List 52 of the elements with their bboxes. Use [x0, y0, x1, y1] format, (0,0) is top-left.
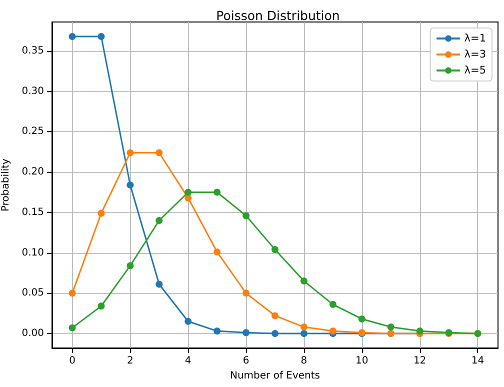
y-tick-label: 0.25 [22, 126, 44, 138]
x-tick-label: 6 [242, 356, 250, 366]
point [272, 246, 278, 254]
point [156, 217, 163, 224]
point [98, 302, 105, 310]
point [156, 149, 163, 156]
point [214, 248, 221, 256]
y-tick-label: 0.35 [22, 46, 44, 57]
point [300, 278, 308, 285]
point [214, 188, 221, 196]
point [98, 33, 105, 40]
x-tick-label: 4 [184, 356, 192, 366]
x-axis-title: Number of Events [230, 370, 320, 382]
point [272, 330, 278, 337]
point [242, 290, 250, 297]
x-tick-label: 10 [356, 356, 368, 366]
point [300, 324, 308, 331]
legend-label: λ=3 [464, 48, 486, 60]
y-tick-label: 0.20 [22, 166, 44, 178]
point [68, 324, 76, 332]
point [68, 290, 76, 297]
legend-label: λ=1 [464, 32, 486, 44]
legend-label: λ=5 [464, 64, 486, 76]
point [242, 212, 250, 220]
point [184, 194, 192, 202]
point [184, 188, 192, 196]
point [272, 312, 278, 320]
point [126, 262, 134, 270]
x-tick-label: 12 [413, 356, 426, 366]
x-tick-label: 2 [127, 356, 134, 366]
point [214, 328, 221, 335]
y-tick-label: 0.05 [22, 288, 44, 299]
x-tick-label: 8 [300, 356, 308, 366]
x-tick-label: 0 [69, 356, 76, 366]
point [329, 300, 336, 308]
point [300, 330, 308, 337]
y-tick-label: 0.15 [22, 206, 44, 218]
y-axis-title: Probability [0, 158, 12, 212]
x-tick-label: 14 [471, 356, 484, 366]
point [387, 324, 394, 331]
y-tick-label: 0.30 [22, 86, 44, 97]
y-tick-label: 0.00 [22, 328, 44, 339]
point [184, 318, 192, 325]
point [156, 280, 163, 288]
chart-title: Poisson Distribution [216, 8, 340, 23]
point [126, 182, 134, 188]
y-tick-label: 0.10 [22, 247, 44, 258]
point [126, 149, 134, 156]
point [68, 33, 76, 40]
point [358, 315, 366, 322]
point [98, 210, 105, 217]
point [242, 329, 250, 336]
